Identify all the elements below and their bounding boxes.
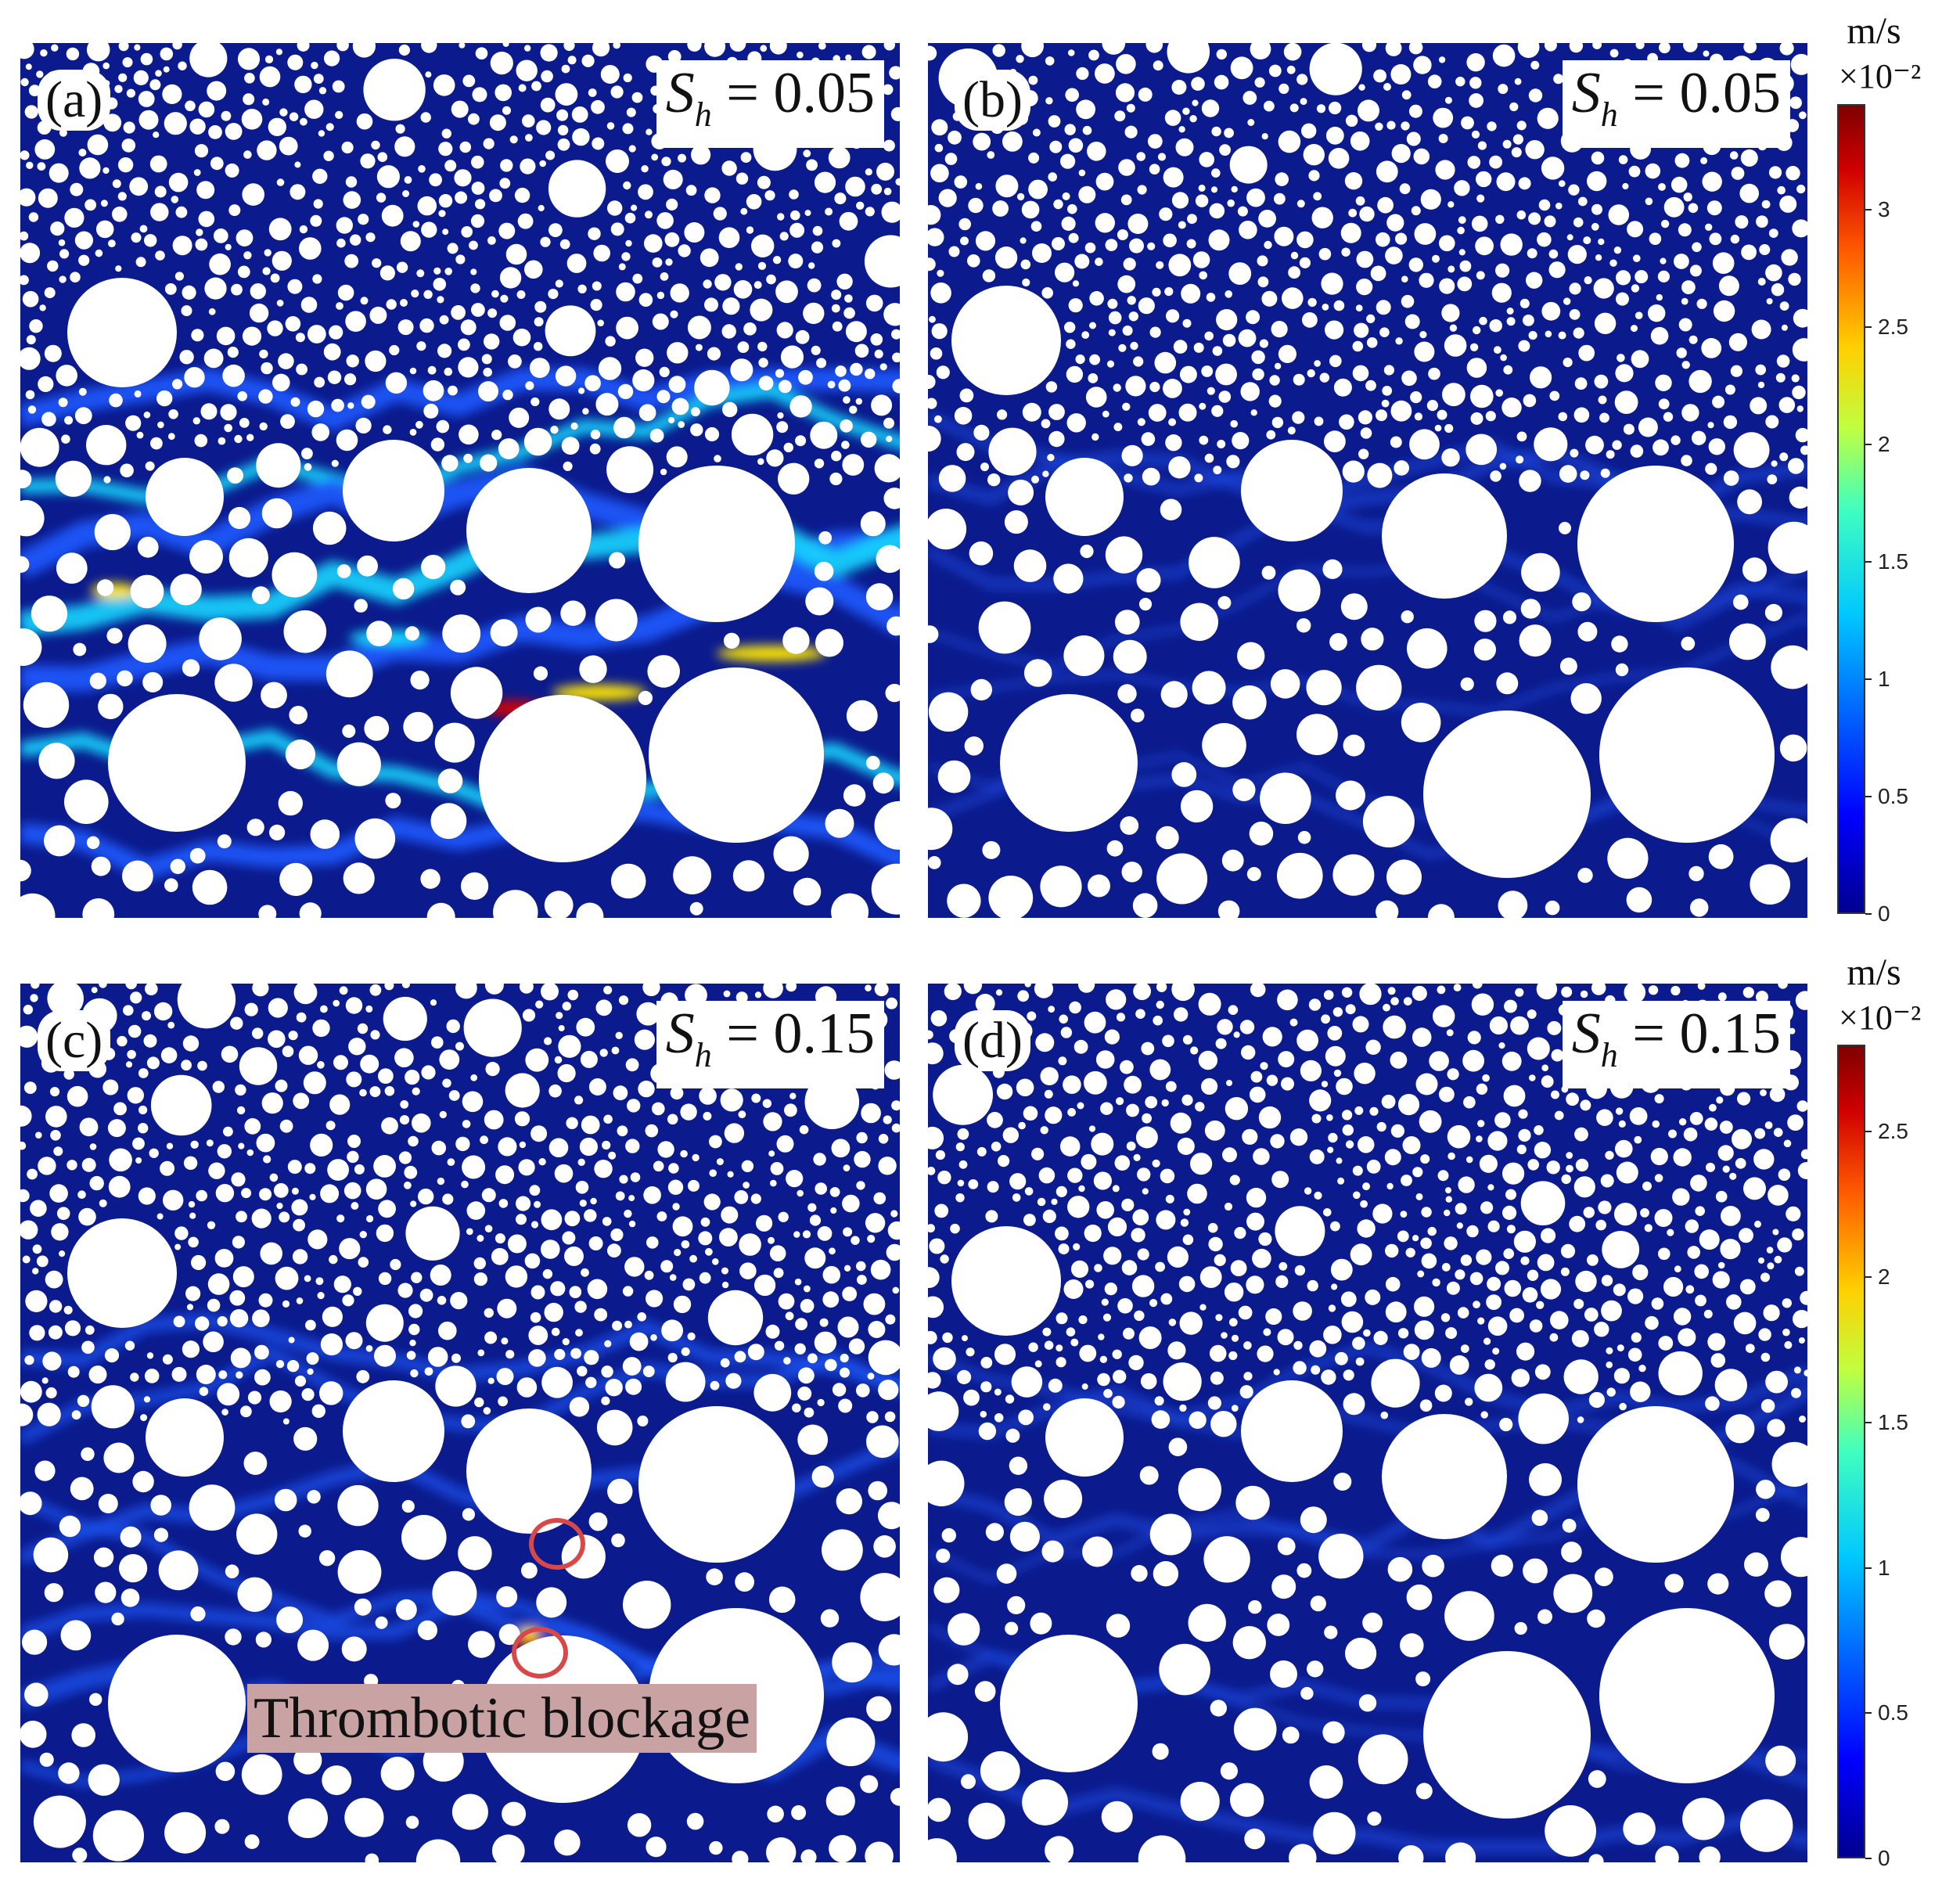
colorbar-tick-label: 1.5 xyxy=(1878,1409,1908,1434)
colorbar-top xyxy=(1837,104,1865,914)
sh-value-c: Sh = 0.15 xyxy=(656,1001,884,1088)
panel-c: (c) Sh = 0.15 Thrombotic blockage xyxy=(20,984,900,1862)
colorbar-tick-mark xyxy=(1865,913,1872,915)
colorbar-tick-label: 1 xyxy=(1878,667,1890,691)
colorbar-tick-mark xyxy=(1865,326,1872,328)
colorbar-tick-label: 0.5 xyxy=(1878,1700,1908,1725)
colorbar-tick-label: 1.5 xyxy=(1878,549,1908,574)
colorbar-tick-mark xyxy=(1865,1712,1872,1714)
colorbar-bottom xyxy=(1837,1045,1865,1858)
colorbar-tick-label: 0.5 xyxy=(1878,784,1908,808)
colorbar-multiplier-top: ×10⁻² xyxy=(1839,57,1922,95)
sh-value-d: Sh = 0.15 xyxy=(1562,1001,1790,1088)
colorbar-unit-bottom: m/s xyxy=(1847,952,1901,993)
panel-b: (b) Sh = 0.05 xyxy=(928,43,1807,918)
colorbar-tick-mark xyxy=(1865,561,1872,563)
thrombotic-blockage-label: Thrombotic blockage xyxy=(247,1684,757,1753)
colorbar-tick-mark xyxy=(1865,1276,1872,1279)
velocity-field-b xyxy=(928,43,1807,918)
colorbar-tick-mark xyxy=(1865,1858,1872,1859)
panel-label-a: (a) xyxy=(38,70,111,131)
panel-label-b: (b) xyxy=(955,70,1030,131)
colorbar-tick-mark xyxy=(1865,209,1872,210)
colorbar-tick-mark xyxy=(1865,1421,1872,1423)
colorbar-tick-mark xyxy=(1865,1567,1872,1569)
colorbar-tick-mark xyxy=(1865,678,1872,680)
colorbar-multiplier-bottom: ×10⁻² xyxy=(1839,998,1922,1037)
blockage-marker-1 xyxy=(529,1518,585,1570)
velocity-field-a xyxy=(20,43,900,918)
blockage-marker-2 xyxy=(512,1627,568,1678)
colorbar-tick-label: 3 xyxy=(1878,197,1890,221)
velocity-field-d xyxy=(928,984,1807,1862)
sh-value-a: Sh = 0.05 xyxy=(656,60,884,148)
panel-d: (d) Sh = 0.15 xyxy=(928,984,1807,1862)
colorbar-tick-label: 0 xyxy=(1878,901,1890,926)
panel-label-c: (c) xyxy=(38,1010,111,1071)
colorbar-tick-label: 2.5 xyxy=(1878,1119,1908,1144)
colorbar-unit-top: m/s xyxy=(1847,10,1901,52)
colorbar-tick-label: 1 xyxy=(1878,1555,1890,1580)
colorbar-tick-mark xyxy=(1865,796,1872,797)
colorbar-tick-label: 0 xyxy=(1878,1846,1890,1870)
colorbar-tick-label: 2 xyxy=(1878,432,1890,456)
panel-a: (a) Sh = 0.05 xyxy=(20,43,900,918)
sh-value-b: Sh = 0.05 xyxy=(1562,60,1790,148)
colorbar-tick-label: 2.5 xyxy=(1878,315,1908,339)
colorbar-tick-label: 2 xyxy=(1878,1265,1890,1290)
colorbar-tick-mark xyxy=(1865,444,1872,445)
colorbar-tick-mark xyxy=(1865,1131,1872,1133)
panel-label-d: (d) xyxy=(955,1010,1030,1071)
